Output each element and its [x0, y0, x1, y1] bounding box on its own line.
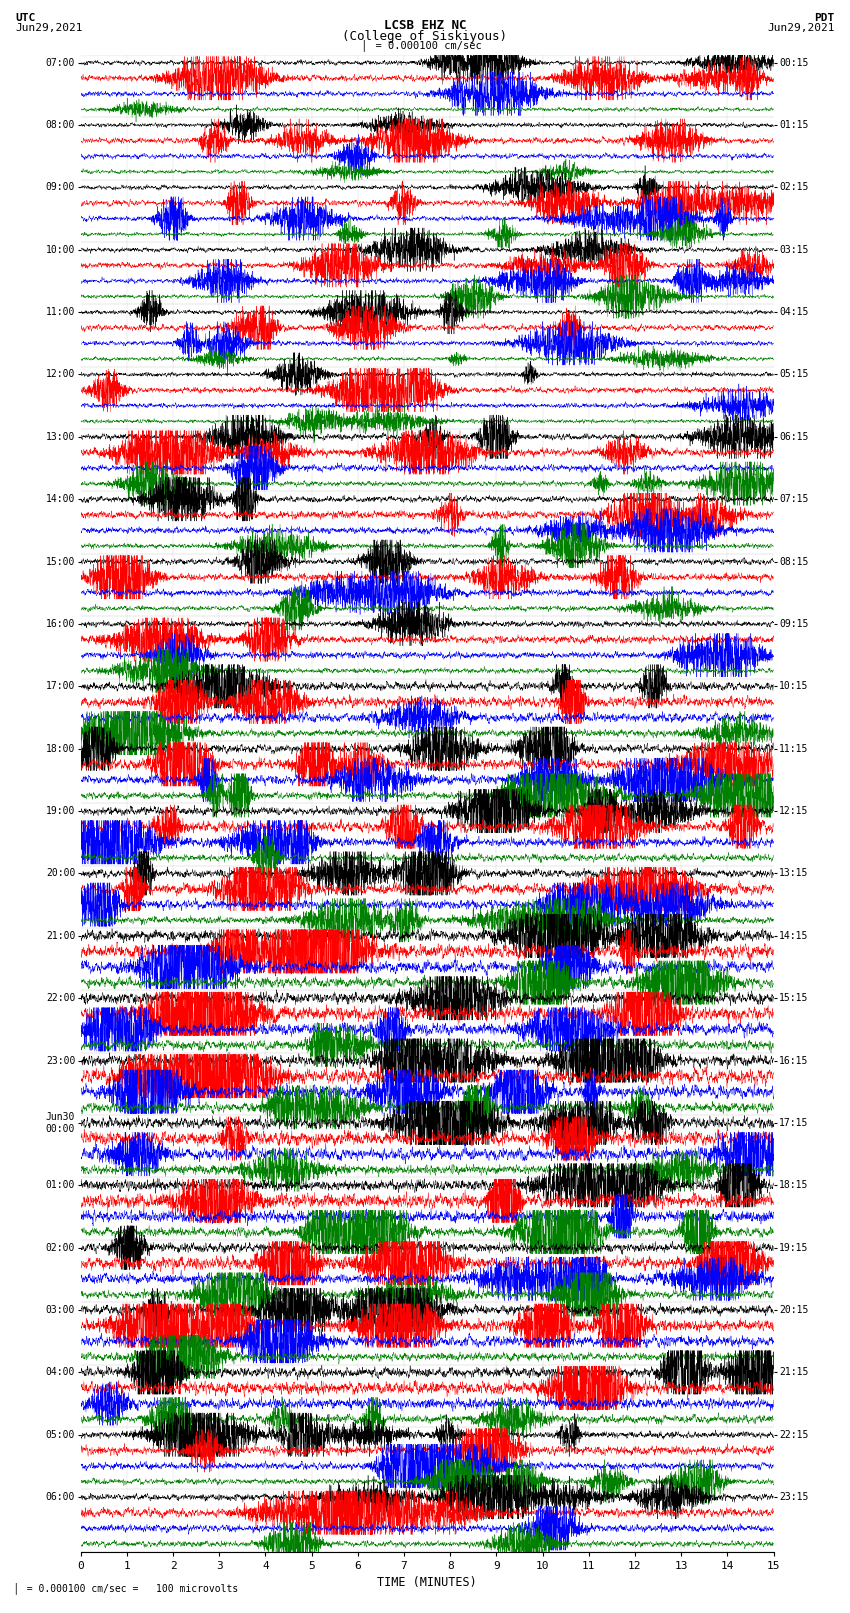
Text: ▏ = 0.000100 cm/sec =   100 microvolts: ▏ = 0.000100 cm/sec = 100 microvolts [15, 1582, 239, 1594]
Text: UTC: UTC [15, 13, 36, 23]
Text: Jun29,2021: Jun29,2021 [768, 24, 835, 34]
X-axis label: TIME (MINUTES): TIME (MINUTES) [377, 1576, 477, 1589]
Text: Jun29,2021: Jun29,2021 [15, 24, 82, 34]
Text: ▏ = 0.000100 cm/sec: ▏ = 0.000100 cm/sec [363, 39, 482, 52]
Text: LCSB EHZ NC: LCSB EHZ NC [383, 18, 467, 32]
Text: PDT: PDT [814, 13, 835, 23]
Text: (College of Siskiyous): (College of Siskiyous) [343, 31, 507, 44]
